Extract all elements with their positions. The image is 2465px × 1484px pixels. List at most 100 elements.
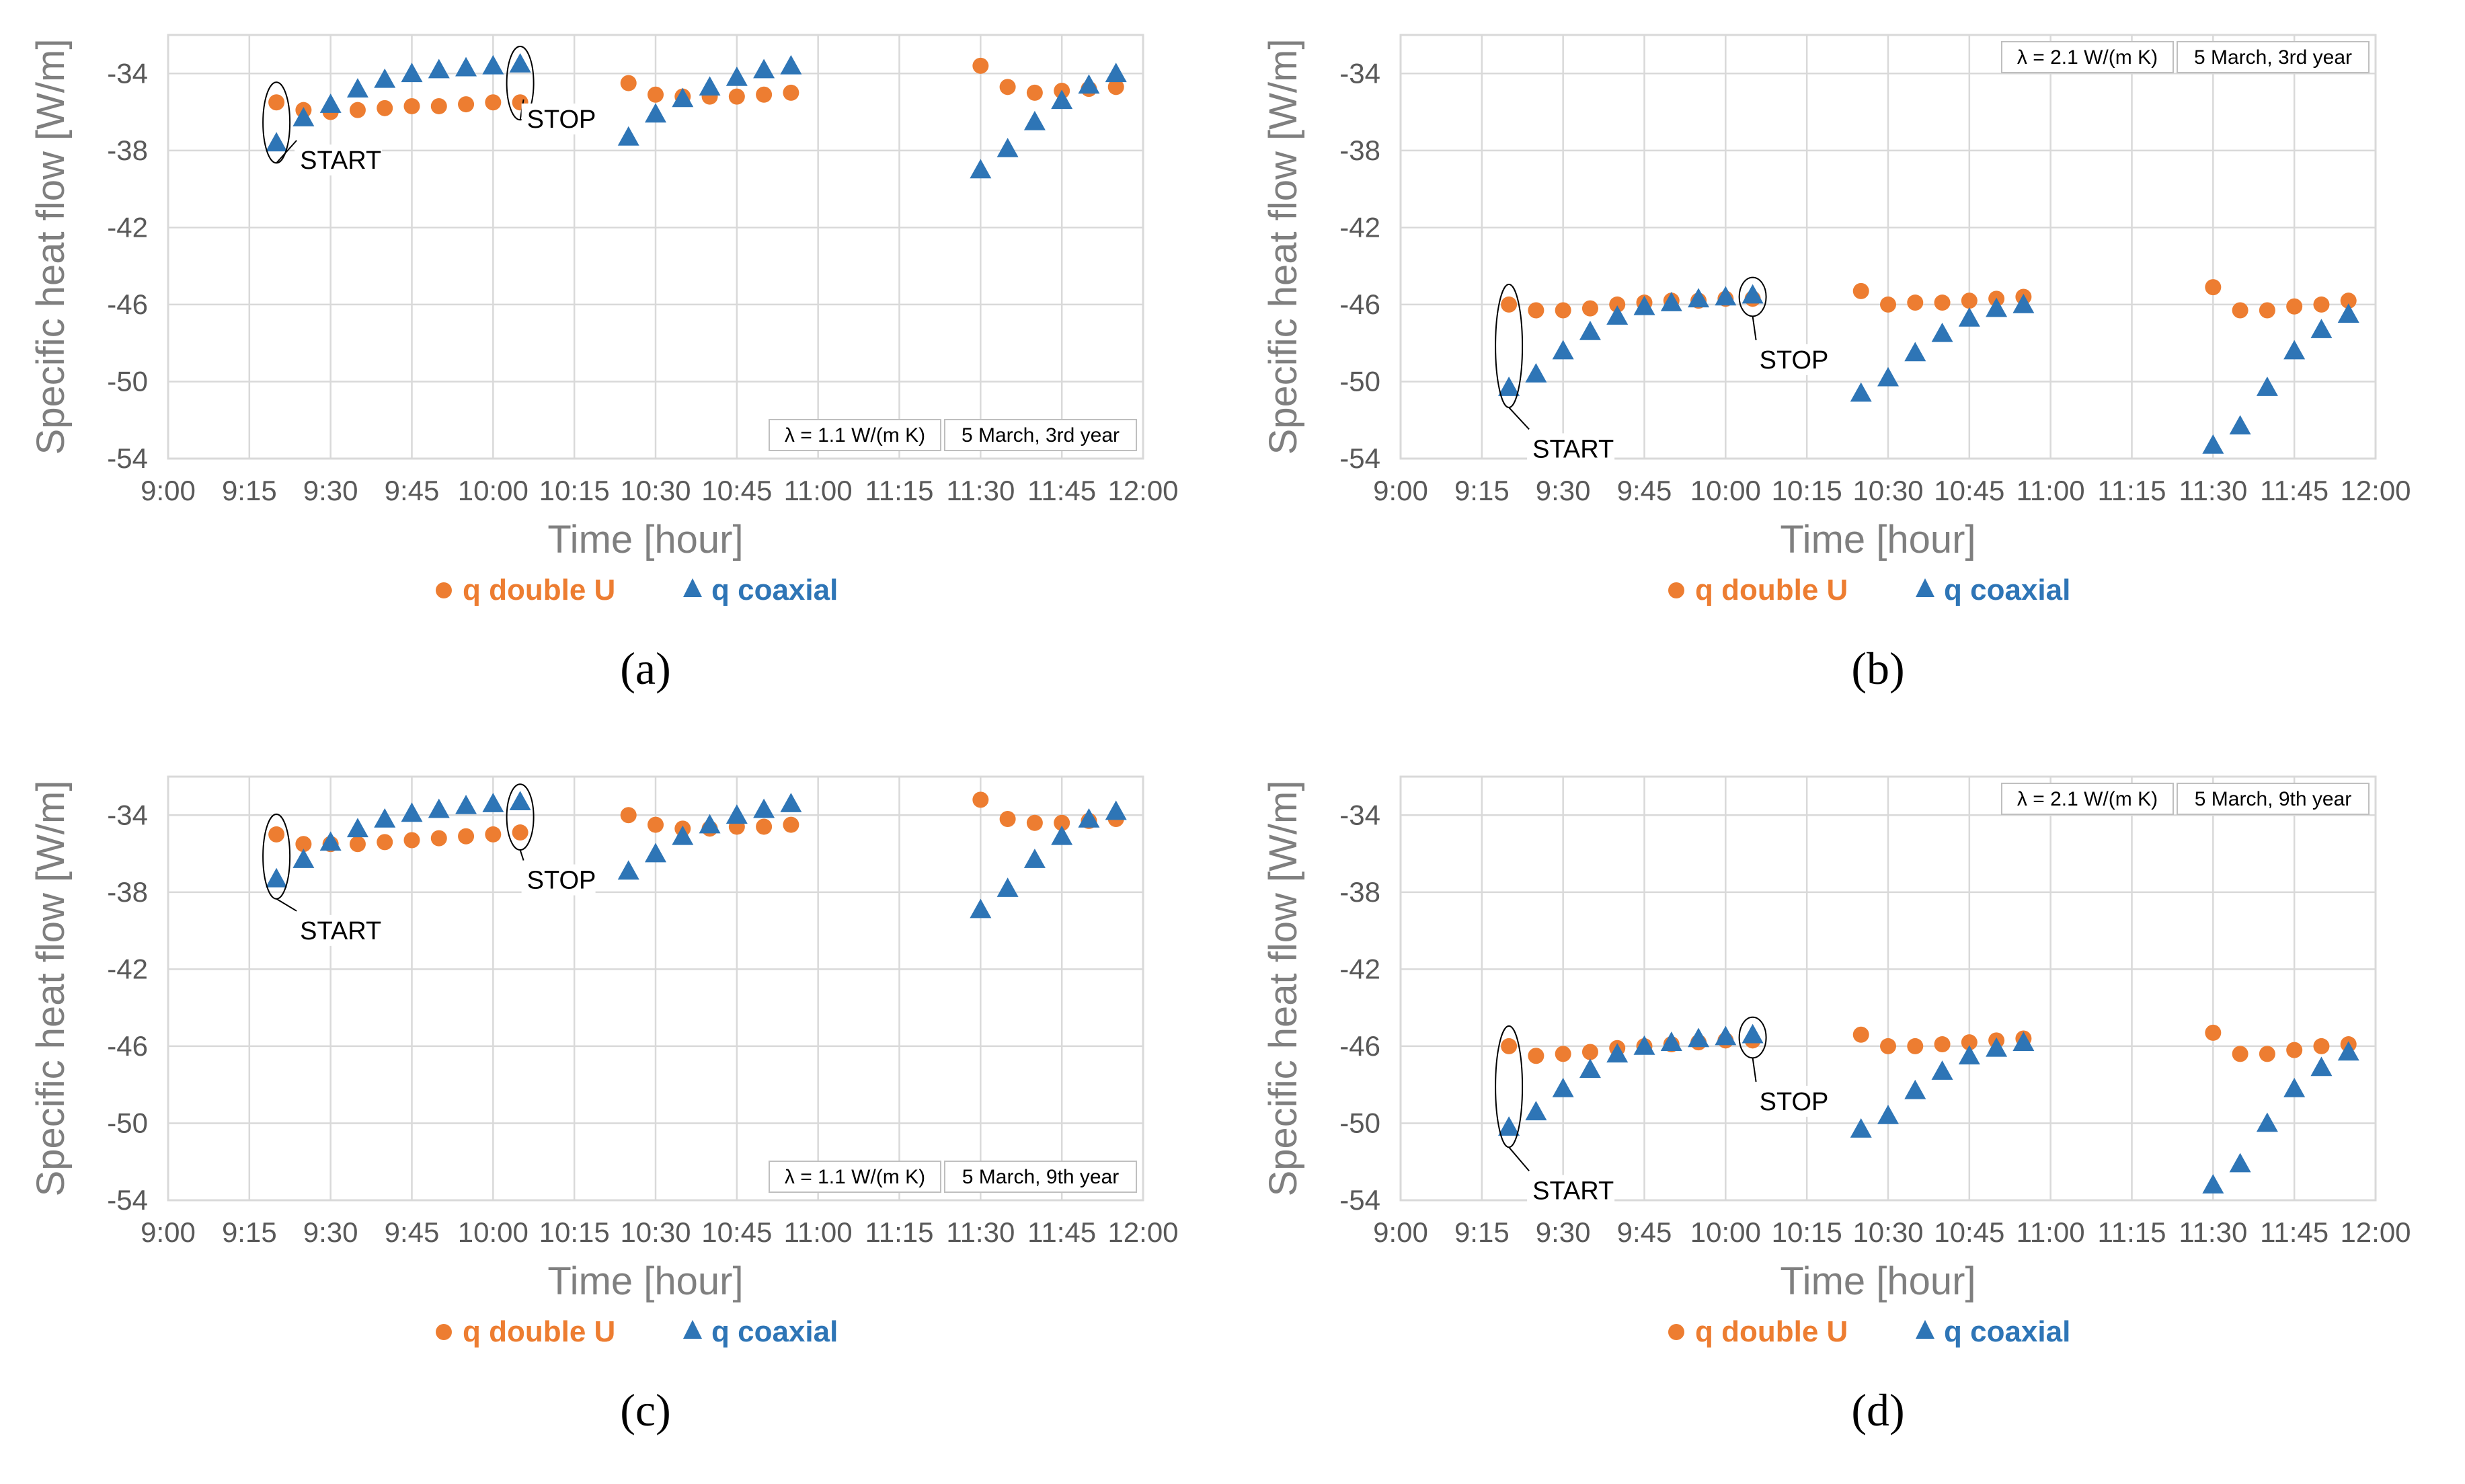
data-point-coaxial — [1850, 382, 1872, 402]
data-point-double-u — [1934, 295, 1951, 311]
x-tick-label: 10:30 — [620, 475, 691, 506]
y-tick-label: -46 — [107, 288, 148, 320]
y-tick-label: -46 — [1339, 288, 1380, 320]
data-point-coaxial — [2337, 1041, 2359, 1061]
info-lambda-box — [2001, 783, 2174, 815]
data-point-double-u — [620, 75, 637, 91]
data-point-double-u — [728, 88, 745, 105]
data-point-coaxial — [1579, 321, 1601, 340]
info-date-box — [2177, 41, 2370, 73]
data-point-coaxial — [266, 132, 288, 152]
info-lambda: λ = 1.1 W/(m K) — [785, 1166, 925, 1188]
x-tick-label: 11:00 — [2017, 1216, 2085, 1248]
x-tick-label: 12:00 — [1107, 1216, 1178, 1248]
data-point-coaxial — [1498, 377, 1520, 396]
info-date: 5 March, 9th year — [2195, 788, 2351, 810]
data-point-coaxial — [1688, 1027, 1710, 1048]
data-point-double-u — [783, 84, 799, 101]
data-point-coaxial — [482, 793, 504, 812]
series-q-double-u — [1501, 279, 2357, 319]
x-tick-label: 10:00 — [458, 1216, 529, 1248]
data-point-double-u — [999, 79, 1016, 95]
chart-svg: 9:00 9:15 9:30 9:45 10:00 10:15 10:30 10:45 11:0… — [1261, 34, 2411, 694]
legend-label-double-u: q double U — [1695, 1315, 1848, 1348]
stop-label: STOP — [1760, 346, 1829, 375]
stop-ellipse — [506, 783, 535, 851]
data-point-double-u — [2286, 1042, 2303, 1058]
data-point-double-u — [1907, 1038, 1924, 1054]
data-point-coaxial — [780, 793, 802, 812]
info-date-box — [944, 419, 1137, 451]
x-tick-label: 10:45 — [701, 1216, 772, 1248]
data-point-coaxial — [455, 794, 477, 814]
data-point-coaxial — [292, 107, 315, 126]
annotation-leader — [1752, 1058, 1757, 1083]
x-tick-label: 11:45 — [2260, 1216, 2329, 1248]
data-point-coaxial — [455, 56, 477, 77]
y-axis-title: Specific heat flow [W/m] — [1261, 781, 1305, 1197]
data-point-coaxial — [2202, 434, 2224, 454]
annotation-bg — [1527, 1175, 1615, 1206]
legend-label-double-u: q double U — [463, 1315, 615, 1348]
data-point-double-u — [1609, 296, 1626, 313]
data-point-coaxial — [726, 804, 748, 824]
data-point-coaxial — [292, 849, 315, 868]
annotations: START STOP — [1495, 276, 1829, 465]
legend-marker-double-u — [1668, 1324, 1684, 1340]
data-point-double-u — [1961, 292, 1978, 309]
data-point-double-u — [1852, 1026, 1869, 1043]
data-point-coaxial — [617, 860, 639, 880]
data-point-coaxial — [1552, 340, 1574, 360]
data-point-double-u — [268, 826, 285, 843]
start-label: START — [1532, 435, 1614, 463]
annotations: START STOP — [262, 45, 596, 175]
data-point-coaxial — [1606, 305, 1629, 325]
annotation-bg — [295, 914, 383, 946]
y-tick-label: -54 — [107, 442, 148, 474]
x-tick-label: 12:00 — [2340, 475, 2411, 506]
y-tick-label: -34 — [1339, 57, 1380, 89]
y-tick-label: -42 — [107, 953, 148, 984]
chart-panel-b: 9:00 9:15 9:30 9:45 10:00 10:15 10:30 10:45 11:0… — [1232, 0, 2465, 742]
data-point-double-u — [1880, 1038, 1896, 1054]
x-axis-title: Time [hour] — [1780, 518, 1975, 561]
data-point-double-u — [2232, 302, 2248, 319]
data-point-double-u — [2205, 1024, 2222, 1041]
x-tick-label: 10:15 — [539, 1216, 610, 1248]
annotation-leader — [1752, 316, 1757, 341]
annotation-bg — [1754, 1085, 1828, 1117]
data-point-double-u — [648, 816, 664, 833]
info-box: λ = 2.1 W/(m K) 5 March, 9th year — [2001, 783, 2370, 815]
data-point-coaxial — [2256, 377, 2278, 396]
data-point-coaxial — [1023, 849, 1046, 868]
data-point-coaxial — [1078, 808, 1100, 828]
x-tick-label: 9:00 — [141, 1216, 196, 1248]
data-point-coaxial — [482, 54, 504, 75]
x-tick-label: 11:00 — [784, 1216, 853, 1248]
annotations: START STOP — [1495, 1016, 1828, 1206]
data-point-double-u — [403, 832, 420, 849]
data-point-double-u — [512, 824, 529, 841]
info-date-box — [2177, 783, 2370, 815]
data-point-double-u — [1581, 1044, 1598, 1060]
info-lambda: λ = 2.1 W/(m K) — [2017, 46, 2158, 69]
data-point-double-u — [756, 818, 773, 835]
x-tick-label: 11:30 — [2179, 1216, 2247, 1248]
chart-svg: 9:00 9:15 9:30 9:45 10:00 10:15 10:30 10:45 11:0… — [29, 34, 1179, 694]
data-point-double-u — [1880, 296, 1896, 313]
data-point-double-u — [1054, 814, 1070, 831]
x-tick-label: 12:00 — [2340, 1216, 2411, 1248]
data-point-coaxial — [1552, 1077, 1574, 1097]
data-point-double-u — [1961, 1034, 1978, 1051]
x-tick-label: 10:15 — [539, 475, 610, 506]
y-tick-label: -46 — [107, 1030, 148, 1062]
x-tick-label: 10:15 — [1772, 1216, 1842, 1248]
data-point-coaxial — [346, 818, 368, 838]
data-point-double-u — [1581, 300, 1598, 317]
x-tick-label: 10:45 — [701, 475, 772, 506]
legend-label-double-u: q double U — [463, 574, 615, 607]
x-tick-label: 11:15 — [865, 475, 934, 506]
data-point-coaxial — [1877, 1105, 1899, 1124]
start-label: START — [300, 917, 381, 945]
data-point-coaxial — [1633, 1035, 1655, 1055]
